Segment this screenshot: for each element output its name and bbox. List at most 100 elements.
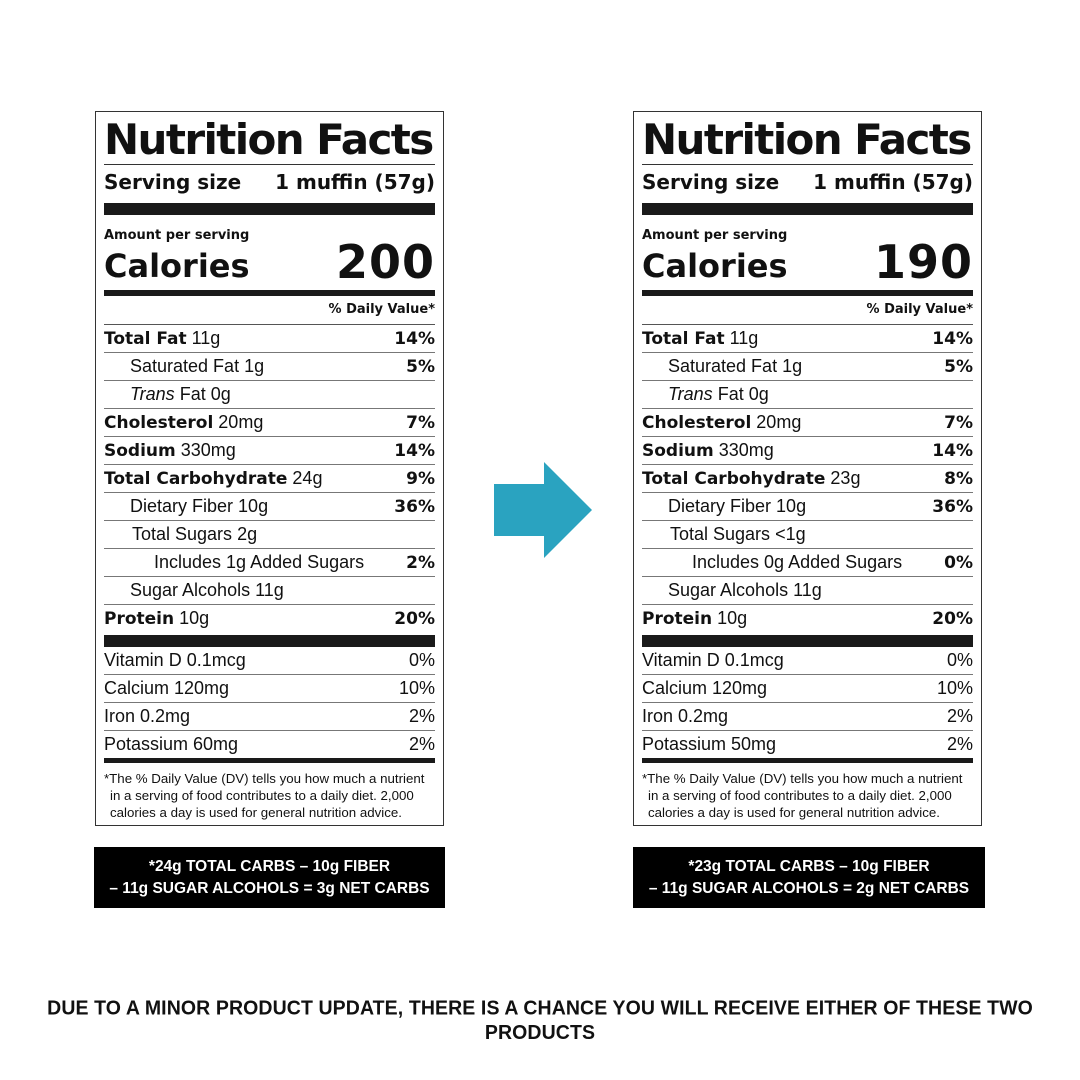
calories-label: Calories [642,247,788,285]
net-carbs-box-new: *23g TOTAL CARBS – 10g FIBER – 11g SUGAR… [633,847,985,908]
serving-size-value: 1 muffin (57g) [813,170,973,194]
nutrient-name: Dietary Fiber [130,496,234,516]
nutrient-name: Saturated Fat [668,356,778,376]
vitamin-name: Iron 0.2mg [104,706,191,726]
nutrient-name: Sugar Alcohols [130,580,251,600]
nutrient-amount: 10g [179,608,210,628]
divider-thick [642,635,973,647]
vitamin-name: Iron 0.2mg [642,706,729,726]
nutrient-name: Total Sugars [132,524,233,544]
product-update-notice: DUE TO A MINOR PRODUCT UPDATE, THERE IS … [47,996,1033,1045]
nutrient-row-total-carbohydrate: Total Carbohydrate 24g 9% [104,465,435,493]
nutrient-row-total-carbohydrate: Total Carbohydrate 23g 8% [642,465,973,493]
nutrient-row-sodium: Sodium 330mg 14% [642,437,973,465]
nutrient-name: Sugar Alcohols [668,580,789,600]
calories-value: 200 [335,235,435,289]
vitamin-name: Calcium 120mg [642,678,768,698]
vitamin-row: Potassium 50mg 2% [642,731,973,758]
nutrient-row-dietary-fiber: Dietary Fiber 10g 36% [104,493,435,521]
nutrient-name: Saturated Fat [130,356,240,376]
vitamin-dv: 2% [408,706,435,726]
net-carbs-line: – 11g SUGAR ALCOHOLS = 2g NET CARBS [648,879,970,897]
vitamin-dv: 10% [936,678,973,698]
nutrient-name: Protein [104,609,175,629]
nutrient-amount: Fat 0g [717,384,769,404]
nutrition-facts-title: Nutrition Facts [642,116,973,165]
vitamin-dv: 10% [398,678,435,698]
vitamin-dv: 0% [408,650,435,670]
vitamin-row: Vitamin D 0.1mcg 0% [104,647,435,675]
serving-size-label: Serving size [104,170,242,194]
nutrient-name: Trans [668,384,713,404]
nutrient-row-protein: Protein 10g 20% [642,605,973,632]
daily-value-header: % Daily Value* [104,296,435,325]
nutrient-dv: 5% [406,356,435,377]
nutrient-name: Protein [642,609,713,629]
nutrient-dv: 8% [944,468,973,489]
daily-value-footnote: *The % Daily Value (DV) tells you how mu… [642,771,963,820]
nutrition-facts-title: Nutrition Facts [104,116,435,165]
nutrient-amount: 11g [191,328,221,348]
nutrient-amount: 11g [255,580,284,600]
vitamin-row: Potassium 60mg 2% [104,731,435,758]
nutrient-row-cholesterol: Cholesterol 20mg 7% [104,409,435,437]
nutrient-amount: 10g [238,496,269,516]
nutrient-dv: 36% [932,496,973,517]
net-carbs-line: – 11g SUGAR ALCOHOLS = 3g NET CARBS [109,879,430,897]
nutrient-row-dietary-fiber: Dietary Fiber 10g 36% [642,493,973,521]
nutrient-amount: Fat 0g [179,384,231,404]
nutrient-dv: 36% [394,496,435,517]
divider-medium [642,758,973,763]
calories-row: Calories 200 [104,239,435,285]
nutrient-name: Total Fat [104,329,187,349]
divider-thick [104,203,435,215]
serving-size-row: Serving size 1 muffin (57g) [642,165,973,199]
nutrient-name: Dietary Fiber [668,496,772,516]
nutrient-dv: 2% [406,552,435,573]
nutrient-row-trans-fat: Trans Fat 0g [104,381,435,409]
divider-medium [104,758,435,763]
nutrient-amount: 2g [237,524,258,544]
nutrient-row-sodium: Sodium 330mg 14% [104,437,435,465]
nutrient-dv: 14% [394,328,435,349]
vitamin-row: Calcium 120mg 10% [104,675,435,703]
nutrient-amount: 20mg [756,412,802,432]
vitamin-row: Iron 0.2mg 2% [642,703,973,731]
vitamin-row: Calcium 120mg 10% [642,675,973,703]
net-carbs-box-old: *24g TOTAL CARBS – 10g FIBER – 11g SUGAR… [94,847,445,908]
nutrient-name: Includes 0g Added Sugars [692,552,903,572]
nutrient-row-sugar-alcohols: Sugar Alcohols 11g [104,577,435,605]
nutrient-name: Sodium [642,441,714,461]
nutrient-dv: 14% [394,440,435,461]
nutrient-row-saturated-fat: Saturated Fat 1g 5% [104,353,435,381]
nutrient-dv: 0% [944,552,973,573]
nutrient-row-protein: Protein 10g 20% [104,605,435,632]
divider-medium [104,290,435,296]
vitamin-name: Potassium 60mg [104,734,239,754]
calories-value: 190 [873,235,973,289]
nutrient-amount: 10g [717,608,748,628]
vitamin-dv: 2% [946,734,973,754]
nutrient-name: Total Fat [642,329,725,349]
nutrient-row-trans-fat: Trans Fat 0g [642,381,973,409]
amount-per-serving: Amount per serving [642,228,788,243]
vitamin-dv: 0% [946,650,973,670]
nutrient-dv: 14% [932,440,973,461]
nutrient-row-cholesterol: Cholesterol 20mg 7% [642,409,973,437]
nutrient-name: Total Carbohydrate [642,469,826,489]
nutrient-amount: 10g [776,496,807,516]
nutrient-amount: 1g [244,356,265,376]
nutrient-row-added-sugars: Includes 0g Added Sugars 0% [642,549,973,577]
nutrient-name: Cholesterol [642,413,752,433]
net-carbs-line: *23g TOTAL CARBS – 10g FIBER [688,857,930,875]
calories-row: Calories 190 [642,239,973,285]
nutrient-row-sugar-alcohols: Sugar Alcohols 11g [642,577,973,605]
nutrient-amount: 24g [292,468,323,488]
nutrient-row-total-fat: Total Fat 11g 14% [104,325,435,353]
nutrient-amount: <1g [775,524,806,544]
nutrient-dv: 9% [406,468,435,489]
nutrient-amount: 11g [729,328,759,348]
amount-per-serving: Amount per serving [104,228,250,243]
nutrient-row-total-fat: Total Fat 11g 14% [642,325,973,353]
nutrient-name: Trans [130,384,175,404]
